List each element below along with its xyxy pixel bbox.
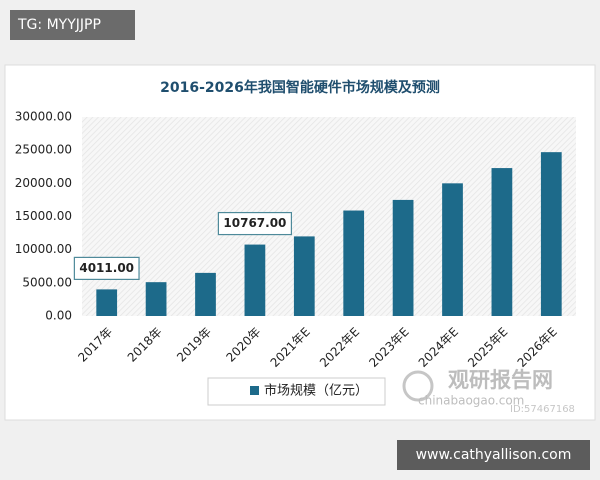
watermark-id: ID:57467168	[510, 404, 575, 415]
y-tick-label: 0.00	[45, 309, 72, 323]
watermark: 观研报告网 chinabaogao.com ID:57467168	[402, 368, 575, 415]
chart-title: 2016-2026年我国智能硬件市场规模及预测	[160, 79, 440, 96]
bar	[145, 282, 167, 316]
y-tick-label: 25000.00	[15, 143, 72, 157]
bar	[540, 152, 562, 316]
bar	[491, 168, 513, 316]
legend-label: 市场规模（亿元）	[264, 383, 368, 399]
watermark-logo	[402, 370, 434, 402]
tag-label: TG: MYYJJPP	[10, 10, 135, 40]
bar	[195, 272, 216, 316]
y-tick-label: 30000.00	[15, 110, 72, 124]
data-label: 10767.00	[223, 216, 286, 230]
bar	[96, 289, 118, 316]
watermark-brand: 观研报告网	[448, 368, 553, 392]
bar	[343, 210, 365, 316]
bar	[293, 236, 315, 316]
bar	[244, 244, 266, 316]
watermark-domain: chinabaogao.com	[418, 394, 524, 408]
legend-box	[207, 377, 386, 406]
y-tick-label: 5000.00	[22, 275, 72, 289]
legend-swatch	[250, 386, 259, 395]
bar	[392, 199, 414, 316]
y-tick-label: 10000.00	[15, 242, 72, 256]
y-tick-label: 20000.00	[15, 176, 72, 190]
site-label: www.cathyallison.com	[397, 440, 590, 470]
y-tick-label: 15000.00	[15, 209, 72, 223]
data-label-box	[73, 256, 140, 280]
bar	[442, 183, 463, 316]
data-label: 4011.00	[79, 261, 134, 275]
data-label-box	[217, 211, 293, 236]
